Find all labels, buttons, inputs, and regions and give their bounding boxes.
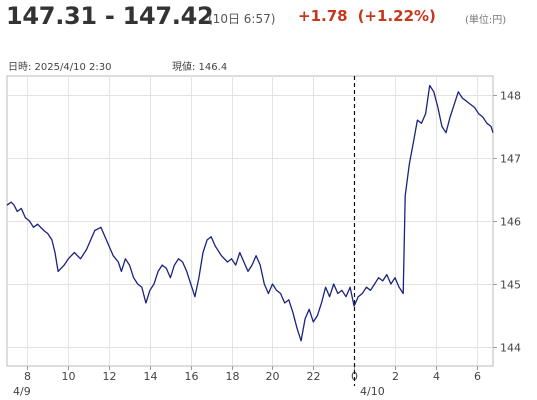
cursor-value-readout: 現値: 146.4 (172, 62, 228, 73)
x-tick-label: 20 (266, 370, 280, 383)
x-tick-label: 4 (433, 370, 440, 383)
date-label: 4/9 (13, 385, 31, 398)
x-tick-label: 2 (392, 370, 399, 383)
change-percent: (+1.22%) (357, 7, 436, 25)
x-tick-label: 6 (474, 370, 481, 383)
x-tick-label: 22 (307, 370, 321, 383)
quote-header: 147.31 - 147.42 (10日 6:57) +1.78 (+1.22%)… (0, 0, 537, 40)
price-change: +1.78 (+1.22%) (298, 7, 436, 25)
price-series-line (6, 84, 494, 342)
x-tick-label: 18 (226, 370, 240, 383)
unit-label: (単位:円) (465, 15, 507, 26)
quote-time: (10日 6:57) (208, 12, 276, 26)
x-tick-label: 0 (351, 370, 358, 383)
x-tick-label: 10 (62, 370, 76, 383)
price-range: 147.31 - 147.42 (6, 2, 214, 30)
y-tick-label: 144 (500, 342, 521, 355)
cursor-time-readout: 日時: 2025/4/10 2:30 (8, 62, 112, 73)
change-value: +1.78 (298, 7, 348, 25)
x-tick-label: 16 (185, 370, 199, 383)
price-chart[interactable]: 144 145 146 147 148 8 10 12 14 16 18 20 22 0 2 4 6 4/9 4/1… (0, 70, 537, 400)
y-tick-label: 145 (500, 279, 521, 292)
y-tick-label: 148 (500, 90, 521, 103)
date-label: 4/10 (360, 385, 385, 398)
x-tick-label: 14 (144, 370, 158, 383)
x-tick-label: 8 (24, 370, 31, 383)
y-tick-label: 147 (500, 153, 521, 166)
y-tick-label: 146 (500, 216, 521, 229)
x-tick-label: 12 (103, 370, 117, 383)
